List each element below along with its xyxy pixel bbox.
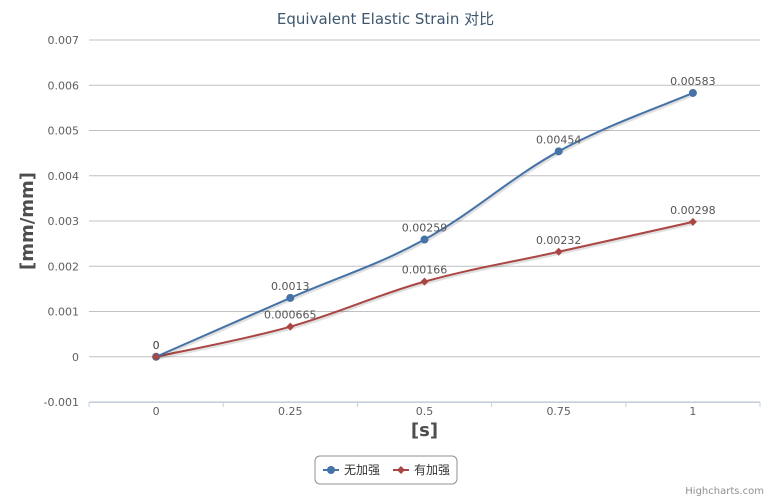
y-tick-label: 0.007 [48,34,80,47]
credits-text: Highcharts.com [685,486,764,497]
y-tick-label: 0.006 [48,79,80,92]
data-label: 0.0013 [271,280,310,293]
y-tick-label: 0.002 [48,260,80,273]
data-point-marker [554,147,563,156]
x-tick-label: 0.25 [278,405,303,418]
x-tick-label: 0.75 [546,405,571,418]
x-tick-label: 1 [689,405,696,418]
data-label: 0.00583 [670,75,716,88]
data-point-marker [286,293,295,302]
data-point-marker [554,247,563,256]
legend-label: 无加强 [344,463,380,477]
data-point-marker [286,322,295,331]
x-axis-title: [s] [411,420,438,441]
legend-marker [397,466,405,474]
data-label: 0 [153,339,160,352]
data-label: 0 [153,339,160,352]
y-tick-label: 0 [72,351,79,364]
data-label: 0.000665 [264,309,317,322]
x-tick-label: 0.5 [416,405,434,418]
legend-box [314,455,458,485]
data-point-marker [420,277,429,286]
data-point-marker [688,217,697,226]
data-label: 0.00298 [670,204,716,217]
y-tick-label: -0.001 [44,396,79,409]
y-tick-label: 0.005 [48,125,80,138]
y-axis-title: [mm/mm] [17,172,38,270]
y-tick-label: 0.004 [48,170,80,183]
legend-marker [327,466,335,474]
y-tick-label: 0.001 [48,306,80,319]
legend-label: 有加强 [414,463,450,477]
data-label: 0.00259 [402,222,448,235]
data-point-marker [152,352,161,361]
chart-title: Equivalent Elastic Strain 对比 [277,10,494,28]
x-tick-label: 0 [153,405,160,418]
data-point-marker [688,88,697,97]
data-label: 0.00166 [402,264,448,277]
y-tick-label: 0.003 [48,215,80,228]
data-point-marker [420,235,429,244]
data-label: 0.00232 [536,234,582,247]
data-label: 0.00454 [536,133,582,146]
